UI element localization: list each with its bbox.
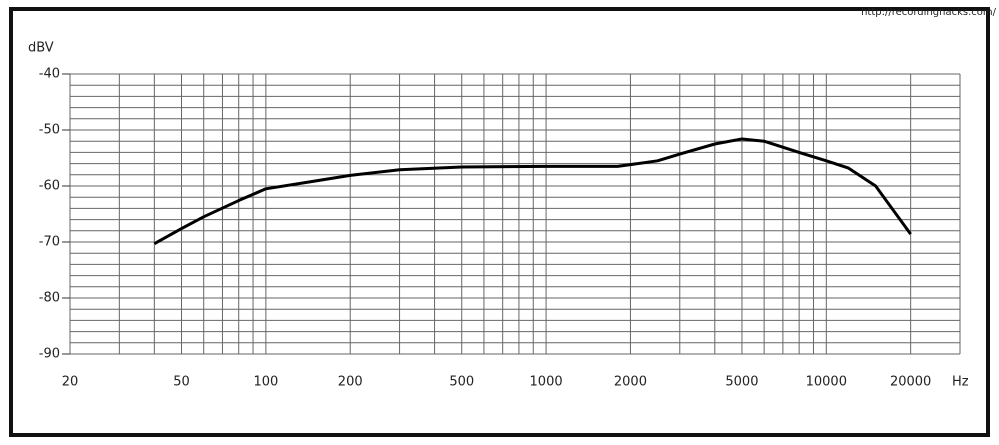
watermark: http://recordinghacks.com/: [861, 7, 997, 18]
y-tick-label: -80: [39, 291, 60, 306]
x-tick-label: 2000: [614, 375, 647, 390]
x-tick-label: 20000: [890, 375, 931, 390]
x-tick-label: 10000: [806, 375, 847, 390]
x-tick-label: 100: [253, 375, 278, 390]
x-tick-label: 5000: [725, 375, 758, 390]
x-tick-label: 1000: [530, 375, 563, 390]
y-tick-label: -40: [39, 67, 60, 82]
x-tick-label: 20: [62, 375, 79, 390]
x-axis-label: Hz: [952, 375, 969, 390]
frame: [9, 7, 990, 437]
y-axis-label: dBV: [28, 41, 54, 56]
y-tick-label: -90: [39, 347, 60, 362]
y-tick-label: -50: [39, 123, 60, 138]
line: [153, 137, 912, 245]
y-tick-label: -70: [39, 235, 60, 250]
x-tick-label: 500: [449, 375, 474, 390]
x-tick-label: 200: [338, 375, 363, 390]
y-tick-label: -60: [39, 179, 60, 194]
x-tick-label: 50: [173, 375, 190, 390]
